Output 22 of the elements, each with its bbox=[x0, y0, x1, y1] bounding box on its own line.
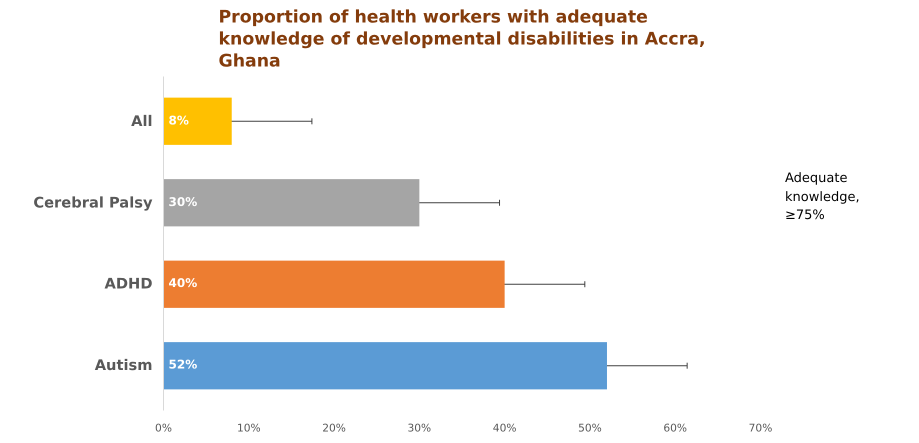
y-tick-label: All bbox=[131, 112, 152, 130]
x-tick-label: 30% bbox=[408, 422, 432, 434]
x-tick-label: 70% bbox=[748, 422, 772, 434]
bar bbox=[164, 98, 232, 145]
data-label: 52% bbox=[168, 358, 198, 372]
y-tick-label: ADHD bbox=[104, 276, 153, 293]
x-tick-label: 20% bbox=[322, 422, 346, 434]
x-tick-label: 40% bbox=[492, 422, 516, 434]
y-tick-label: Autism bbox=[94, 357, 153, 374]
bar bbox=[164, 179, 420, 226]
bar bbox=[164, 342, 607, 390]
x-tick-label: 10% bbox=[236, 422, 261, 434]
data-label: 30% bbox=[168, 194, 198, 209]
chart-title: Proportion of health workers with adequate knowledge of developmental disabilities in Accra, Ghana bbox=[218, 8, 706, 72]
y-tick-label: Cerebral Palsy bbox=[33, 194, 153, 212]
bar bbox=[164, 260, 505, 308]
data-label: 40% bbox=[168, 276, 198, 290]
x-tick-label: 0% bbox=[155, 422, 172, 434]
text: Adequate knowledge, ≥75% bbox=[785, 170, 861, 226]
x-tick-label: 60% bbox=[663, 422, 688, 434]
x-tick-label: 50% bbox=[578, 422, 602, 434]
data-label: 8% bbox=[168, 113, 189, 128]
